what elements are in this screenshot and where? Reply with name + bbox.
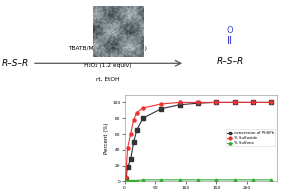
- Legend: conversion of PhSPh, % Sulfoxide, % Sulfone: conversion of PhSPh, % Sulfoxide, % Sulf…: [226, 129, 275, 146]
- Text: rt, EtOH: rt, EtOH: [96, 77, 120, 82]
- Text: R–S–R: R–S–R: [1, 59, 29, 68]
- Text: H₂O₂ (1.2 equiv): H₂O₂ (1.2 equiv): [84, 63, 132, 68]
- Text: R–S–R: R–S–R: [216, 57, 244, 66]
- Text: TBATB/MCM-48 (2.0 mol%): TBATB/MCM-48 (2.0 mol%): [68, 46, 147, 51]
- Y-axis label: Percent (%): Percent (%): [104, 122, 109, 154]
- Text: O: O: [227, 26, 233, 35]
